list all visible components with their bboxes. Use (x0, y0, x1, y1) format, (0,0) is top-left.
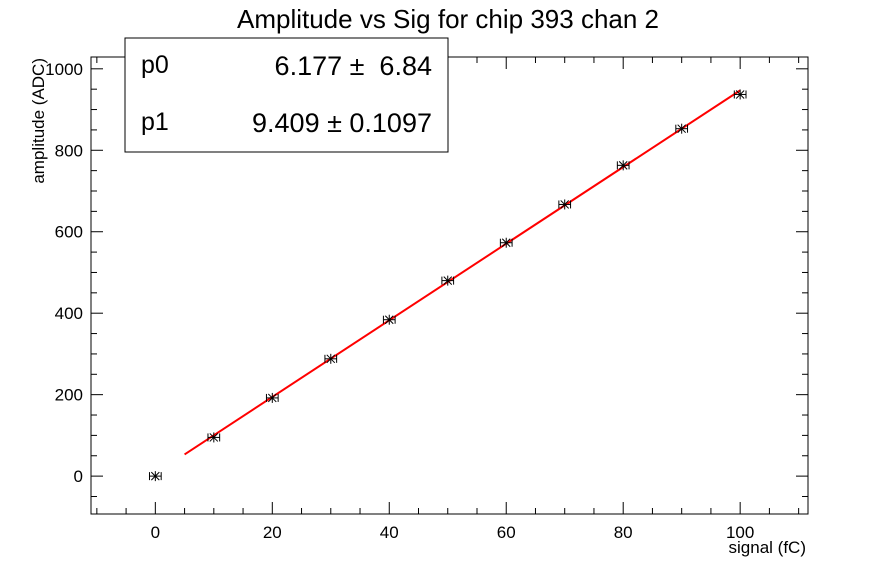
x-tick-label: 100 (726, 523, 754, 542)
star-marker (735, 90, 745, 99)
y-tick-label: 200 (55, 386, 83, 405)
data-point (616, 160, 630, 171)
x-tick-label: 40 (380, 523, 399, 542)
data-point (382, 314, 396, 325)
data-point (558, 199, 572, 210)
y-tick-label: 1000 (45, 60, 83, 79)
chart-title: Amplitude vs Sig for chip 393 chan 2 (237, 4, 659, 34)
plot-frame (90, 56, 809, 515)
y-tick-label: 800 (55, 141, 83, 160)
x-tick-label: 80 (614, 523, 633, 542)
stats-p0-value: 6.177 ± 6.84 (275, 51, 432, 81)
x-tick-label: 20 (263, 523, 282, 542)
star-marker (618, 160, 628, 170)
stats-box: p0 6.177 ± 6.84 p1 9.409 ± 0.1097 (124, 37, 449, 153)
data-point (148, 471, 162, 482)
stats-p1-name: p1 (141, 108, 169, 136)
data-point (499, 237, 513, 248)
star-marker (443, 276, 453, 285)
star-marker (150, 471, 160, 481)
y-tick-label: 0 (74, 467, 83, 486)
y-tick-label: 600 (55, 223, 83, 242)
star-marker (326, 354, 336, 364)
x-tick-label: 60 (497, 523, 516, 542)
stats-p1-value: 9.409 ± 0.1097 (252, 108, 432, 138)
star-marker (560, 200, 570, 209)
stats-p0-name: p0 (141, 51, 169, 79)
data-point (207, 432, 221, 443)
star-marker (501, 238, 511, 248)
y-axis-label: amplitude (ADC) (29, 58, 48, 184)
x-axis-label: signal (fC) (729, 538, 806, 557)
x-tick-label: 0 (151, 523, 160, 542)
data-point (675, 123, 689, 134)
star-marker (384, 315, 394, 325)
star-marker (209, 433, 219, 442)
star-marker (267, 393, 277, 403)
data-point (733, 89, 747, 100)
y-tick-label: 400 (55, 304, 83, 323)
fit-line (184, 89, 741, 456)
data-point (441, 275, 455, 286)
data-point (324, 353, 338, 364)
data-point (265, 392, 279, 403)
star-marker (677, 124, 687, 134)
